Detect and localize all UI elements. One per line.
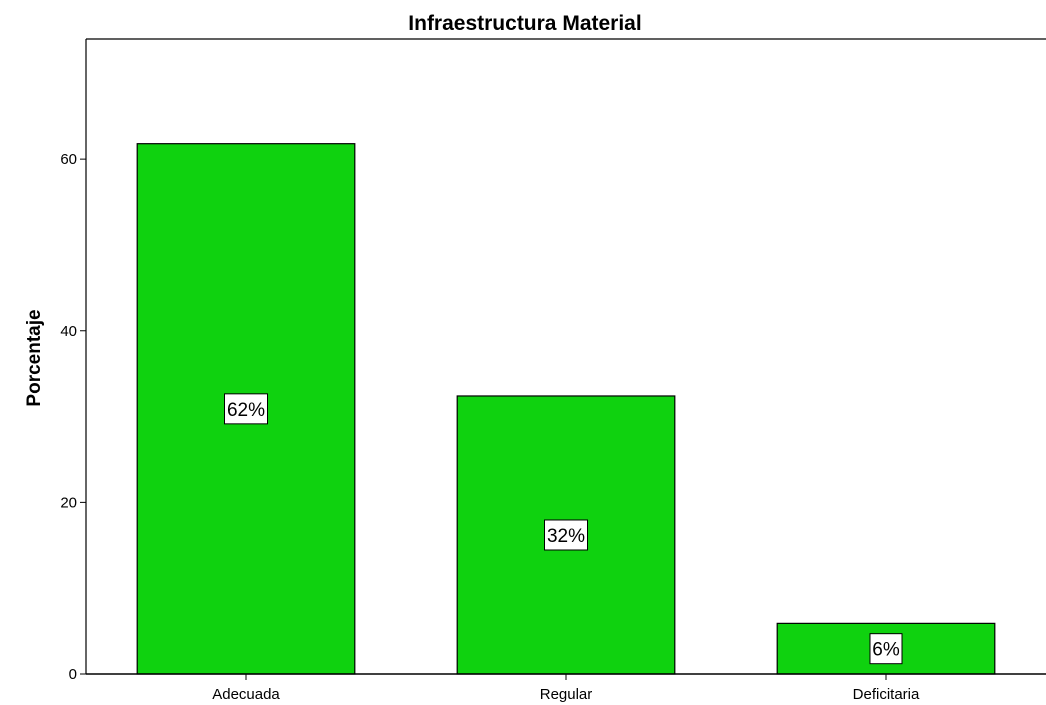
data-label: 32% [547, 526, 585, 547]
y-tick-label: 60 [60, 151, 77, 168]
data-label-box [544, 519, 588, 551]
x-tick-label: Deficitaria [853, 686, 920, 703]
data-label: 6% [872, 640, 900, 661]
plot-area: 0 20 40 60 62% Adecuada 32% Regular 6% Deficitari… [60, 38, 1046, 703]
y-tick-label: 40 [60, 323, 77, 340]
y-axis-label: Porcentaje [24, 309, 45, 406]
chart-title: Infraestructura Material [408, 12, 641, 35]
y-tick-label: 0 [69, 666, 77, 683]
x-tick-label: Adecuada [212, 686, 280, 703]
x-tick-label: Regular [540, 686, 593, 703]
y-tick-label: 20 [60, 494, 77, 511]
data-label-box [224, 393, 268, 425]
data-label: 62% [227, 400, 265, 421]
data-label-box [869, 633, 903, 665]
